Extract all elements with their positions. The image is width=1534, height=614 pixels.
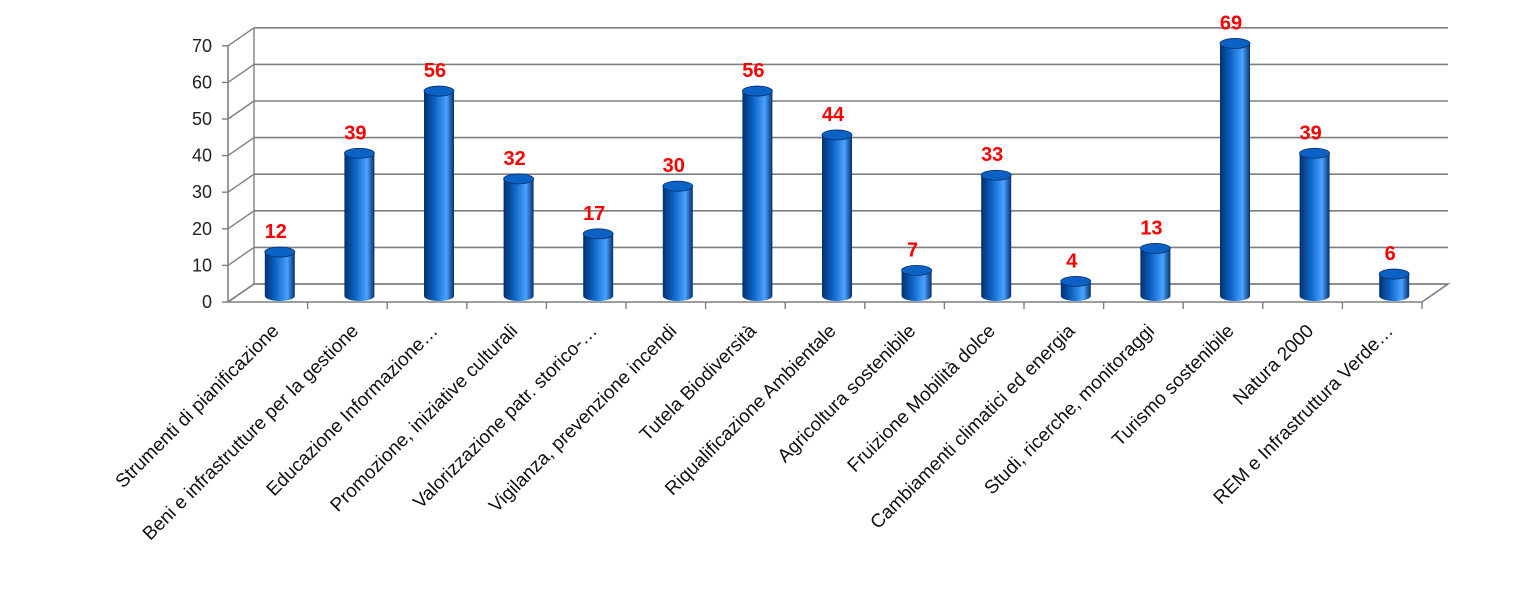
bar-body bbox=[583, 233, 614, 301]
gridline-depth bbox=[227, 173, 255, 193]
bar-top bbox=[1060, 275, 1092, 287]
y-tick-label: 70 bbox=[192, 36, 212, 56]
bar-body bbox=[344, 153, 375, 301]
bars bbox=[264, 38, 1410, 302]
data-label: 6 bbox=[1385, 243, 1396, 265]
data-label: 33 bbox=[981, 144, 1003, 166]
bar-body bbox=[981, 175, 1012, 301]
bar-body bbox=[1220, 43, 1250, 302]
bar bbox=[1219, 38, 1251, 302]
axes: 0 10 20 30 40 50 60 70 bbox=[192, 36, 1451, 312]
bar bbox=[503, 173, 534, 301]
bar bbox=[1378, 268, 1410, 301]
bar-top bbox=[1378, 268, 1410, 280]
gridline-depth bbox=[227, 100, 255, 120]
bar-body bbox=[742, 91, 773, 301]
bar-top bbox=[423, 85, 455, 97]
bar-body bbox=[264, 252, 295, 301]
data-label: 56 bbox=[742, 60, 764, 82]
gridline-depth bbox=[227, 246, 255, 266]
bar bbox=[980, 169, 1012, 301]
bar bbox=[662, 180, 694, 301]
bar-body bbox=[503, 178, 534, 301]
bar bbox=[901, 264, 932, 301]
data-label: 44 bbox=[822, 104, 845, 126]
y-tick-label: 30 bbox=[192, 182, 212, 202]
bar-top bbox=[1299, 147, 1330, 159]
bar-top bbox=[1140, 243, 1171, 254]
category-label: Riqualificazione Ambientale bbox=[661, 321, 840, 500]
y-tick-label: 50 bbox=[192, 109, 212, 129]
category-label: Agricoltura sostenibile bbox=[774, 321, 920, 467]
category-label: Strumenti di pianificazione bbox=[112, 321, 284, 493]
category-label: Fruizione Mobilità dolce bbox=[844, 321, 1000, 477]
bar-body bbox=[424, 91, 454, 301]
bar bbox=[1140, 243, 1171, 301]
bar-top bbox=[503, 173, 534, 185]
bar-body bbox=[1379, 274, 1410, 301]
bar-top bbox=[264, 246, 296, 258]
data-label: 56 bbox=[424, 60, 446, 82]
gridline-depth bbox=[227, 27, 255, 47]
bar-top bbox=[582, 228, 614, 240]
bar bbox=[1060, 275, 1092, 301]
gridline-depth bbox=[227, 210, 255, 230]
y-tick-label: 20 bbox=[192, 219, 212, 239]
bar-top bbox=[980, 169, 1012, 181]
bar-top bbox=[821, 129, 853, 141]
data-label: 39 bbox=[344, 122, 366, 144]
bar-top bbox=[901, 264, 932, 276]
bar-body bbox=[1060, 281, 1091, 301]
bar-body bbox=[1299, 153, 1330, 301]
data-label: 13 bbox=[1140, 217, 1162, 239]
gridline-depth bbox=[227, 63, 255, 83]
bar bbox=[821, 129, 853, 301]
y-tick-label: 40 bbox=[192, 146, 212, 166]
data-label: 39 bbox=[1299, 122, 1321, 144]
bar-top bbox=[343, 147, 375, 159]
data-label: 30 bbox=[663, 155, 685, 177]
bar bbox=[343, 147, 375, 301]
gridline-depth bbox=[227, 137, 255, 157]
bar-top bbox=[1219, 38, 1251, 49]
y-tick-label: 10 bbox=[192, 255, 212, 275]
bar bbox=[582, 228, 614, 301]
data-label: 32 bbox=[503, 148, 525, 170]
bar-body bbox=[822, 134, 852, 301]
bar bbox=[264, 246, 296, 301]
data-label: 12 bbox=[265, 221, 287, 243]
data-label: 69 bbox=[1220, 12, 1242, 34]
category-label: Studi, ricerche, monitoraggi bbox=[981, 321, 1159, 499]
data-label: 7 bbox=[907, 239, 918, 261]
bar-top bbox=[662, 180, 694, 192]
bar-body bbox=[901, 270, 932, 301]
y-tick-label: 60 bbox=[192, 72, 212, 92]
y-tick-label: 0 bbox=[202, 292, 212, 312]
category-label: Educazione Informazione… bbox=[263, 321, 443, 501]
bar bbox=[742, 85, 773, 301]
bar-top bbox=[742, 85, 773, 97]
data-labels: 12 39 56 32 17 30 56 44 7 33 4 13 69 39 6 bbox=[265, 12, 1396, 272]
bar bbox=[1299, 147, 1330, 301]
data-label: 4 bbox=[1066, 250, 1078, 272]
bar bbox=[423, 85, 455, 301]
bar-body bbox=[1140, 248, 1171, 301]
bar-body bbox=[662, 186, 693, 301]
category-label: Natura 2000 bbox=[1229, 321, 1318, 410]
data-label: 17 bbox=[583, 203, 605, 225]
